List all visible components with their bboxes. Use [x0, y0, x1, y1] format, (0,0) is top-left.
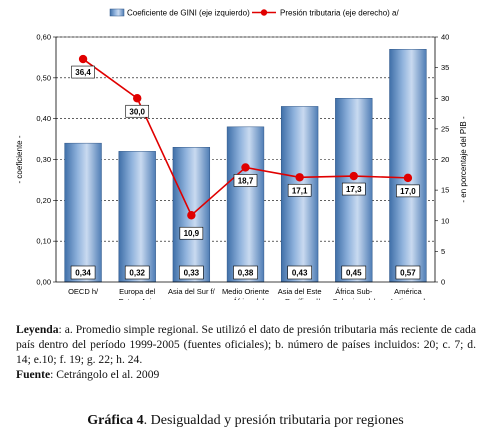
line-point — [295, 173, 304, 182]
bar-value-label: 0,45 — [346, 269, 362, 278]
right-tick-label: 10 — [441, 216, 449, 225]
category-label-line: Sahariana b/ — [333, 297, 376, 300]
chart: Coeficiente de GINI (eje izquierdo) Presi… — [15, 6, 468, 301]
line-value-box — [71, 65, 95, 79]
category-label-line: Asia del Sur f/ — [168, 287, 216, 296]
data-labels: 0,34 0,32 0,33 0,38 0,43 0,45 0,57 36,4 30,0 10,9… — [70, 65, 421, 280]
bar-value-box — [179, 265, 204, 280]
left-tick-label: 0,20 — [36, 196, 51, 205]
line-value-box — [125, 104, 150, 118]
bar-value-box — [70, 265, 96, 280]
legend-bar-swatch — [109, 8, 125, 17]
line-value-label: 17,3 — [346, 185, 362, 194]
bar-value-box — [287, 265, 312, 280]
bar-value-label: 0,33 — [184, 269, 200, 278]
line-value-label: 30,0 — [129, 107, 145, 116]
left-tick-label: 0,00 — [36, 278, 51, 287]
category-label-line: Medio Oriente — [222, 287, 269, 296]
right-tick-label: 35 — [441, 63, 449, 72]
bar-value-box — [124, 265, 150, 280]
right-tick-label: 40 — [441, 33, 449, 42]
category-label-line: Latina y el — [391, 297, 426, 300]
legend-line-label: Presión tributaria (eje derecho) a/ — [280, 9, 400, 18]
line-point — [241, 163, 250, 172]
category-label-line: Asia del Este — [278, 287, 322, 296]
bar-value-label: 0,32 — [129, 269, 145, 278]
legend-bar-label: Coeficiente de GINI (eje izquierdo) — [127, 9, 250, 18]
right-tick-label: 20 — [441, 155, 449, 164]
line-point — [349, 171, 358, 181]
bar-value-label: 0,38 — [238, 269, 254, 278]
bar-value-box — [395, 265, 421, 280]
right-tick-label: 25 — [441, 124, 449, 133]
bar — [118, 151, 156, 283]
line-point — [187, 211, 196, 220]
category-label: África Sub-Sahariana b/ — [333, 287, 376, 300]
figure-title-label: Gráfica 4 — [87, 413, 144, 428]
left-tick-label: 0,10 — [36, 237, 51, 246]
bar — [226, 126, 265, 283]
category-label-line: Este y Asia — [119, 297, 157, 300]
right-tick-label: 15 — [441, 186, 449, 195]
category-label: Medio Orientey África delNorte e/ — [222, 287, 269, 300]
bar-value-label: 0,57 — [400, 269, 416, 278]
axes: 0,00 0,10 0,20 0,30 0,40 0,50 0,60 0 5 10 15 20 25 30… — [15, 33, 468, 301]
category-label: AméricaLatina y elCaribe f/ — [391, 287, 426, 300]
bar-series — [64, 49, 427, 283]
left-tick-label: 0,60 — [36, 33, 51, 42]
left-tick-label: 0,50 — [36, 73, 51, 82]
line-point — [133, 94, 142, 103]
bar-value-box — [341, 265, 367, 280]
category-label-line: OECD h/ — [68, 287, 99, 296]
legend-line-marker — [260, 9, 268, 16]
category-label-line: África Sub- — [335, 287, 373, 296]
source-line: Fuente: Cetrángolo el al. 2009 — [16, 367, 476, 382]
bar-value-box — [233, 265, 258, 280]
left-tick-label: 0,40 — [36, 114, 51, 123]
right-tick-label: 30 — [441, 94, 449, 103]
bar-value-label: 0,43 — [292, 269, 308, 278]
source-label: Fuente — [16, 368, 51, 381]
right-tick-label: 0 — [441, 278, 445, 287]
category-label-line: América — [394, 287, 422, 296]
line-point — [403, 173, 413, 183]
source-text: : Cetrángolo el al. 2009 — [50, 368, 160, 381]
category-label: Asia del Estey Pacífico d/ — [278, 287, 322, 300]
legend-box — [108, 6, 248, 19]
line-value-box — [233, 174, 258, 187]
line-value-label: 18,7 — [238, 176, 254, 185]
legend: Coeficiente de GINI (eje izquierdo) Presi… — [108, 6, 400, 19]
line-point — [78, 54, 88, 64]
legend-label: Leyenda — [16, 323, 59, 336]
line-series — [78, 54, 413, 220]
line-value-label: 17,0 — [400, 187, 416, 196]
legend-text: : a. Promedio simple regional. Se utiliz… — [16, 323, 476, 366]
bar — [64, 142, 102, 283]
line-value-box — [396, 184, 420, 198]
category-label: OECD h/ — [68, 287, 99, 296]
category-label-line: y Pacífico d/ — [279, 297, 321, 300]
line-value-box — [341, 182, 366, 196]
right-axis-title: - en porcentaje del PIB - — [459, 116, 468, 203]
left-axis-title: - coeficiente - — [15, 135, 24, 183]
category-label-line: Europa del — [119, 287, 156, 296]
left-tick-label: 0,30 — [36, 155, 51, 164]
figure-title: Gráfica 4. Desigualdad y presión tributa… — [0, 413, 491, 429]
line-value-box — [179, 226, 204, 240]
line-value-label: 36,4 — [75, 68, 91, 77]
line-value-label: 17,1 — [292, 186, 308, 195]
line-value-label: 10,9 — [184, 229, 200, 238]
bar — [389, 49, 427, 283]
line-value-box — [287, 183, 312, 197]
figure-title-text: . Desigualdad y presión tributaria por r… — [143, 413, 404, 428]
category-label-line: y África del — [227, 297, 264, 300]
right-tick-label: 5 — [441, 247, 445, 256]
category-label: Asia del Sur f/ — [168, 287, 216, 296]
caption: Leyenda: a. Promedio simple regional. Se… — [16, 322, 476, 382]
bar-value-label: 0,34 — [75, 269, 91, 278]
